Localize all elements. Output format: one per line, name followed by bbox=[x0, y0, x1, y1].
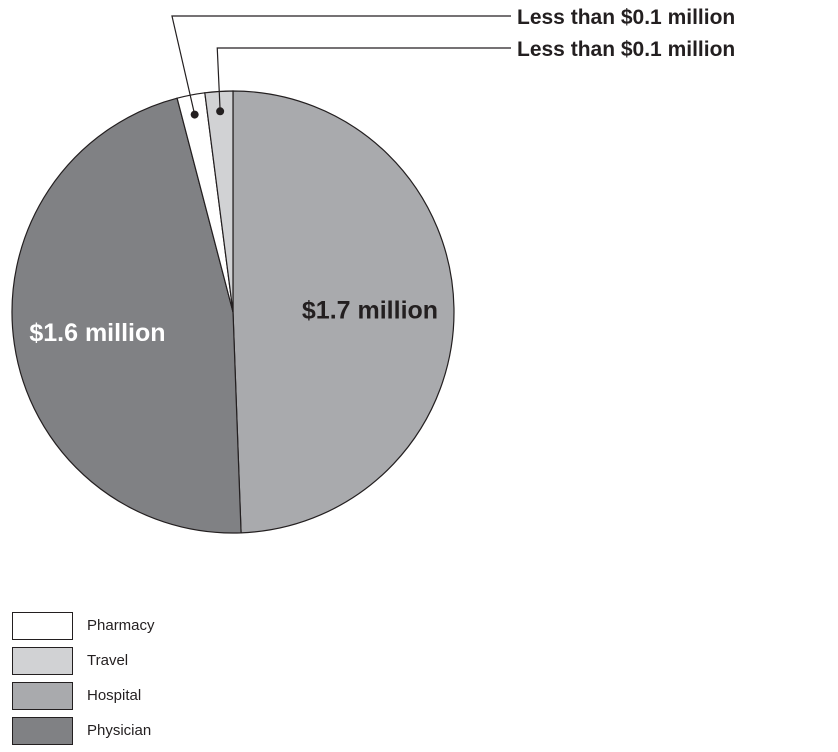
callout-line-pharmacy bbox=[171, 15, 511, 115]
legend-label-travel: Travel bbox=[87, 652, 129, 669]
pie-slice-hospital bbox=[232, 90, 455, 534]
slice-label-physician: $1.6 million bbox=[29, 319, 165, 347]
pie-slice-physician bbox=[11, 97, 242, 534]
slice-label-hospital: $1.7 million bbox=[302, 296, 438, 324]
callout-line-travel bbox=[216, 47, 511, 112]
pie-slices bbox=[11, 90, 455, 534]
callout-label-travel: Less than $0.1 million bbox=[517, 38, 735, 61]
legend-swatch-hospital bbox=[12, 682, 73, 710]
legend-label-hospital: Hospital bbox=[87, 687, 142, 704]
callout-dot-pharmacy bbox=[190, 110, 199, 119]
legend-swatch-travel bbox=[12, 647, 73, 675]
legend-label-physician: Physician bbox=[87, 722, 152, 739]
callout-label-pharmacy: Less than $0.1 million bbox=[517, 6, 735, 29]
pie-labels: $1.7 million $1.6 million Less than $0.1 m… bbox=[29, 6, 735, 347]
callout-dot-travel bbox=[216, 107, 225, 116]
legend-swatch-physician bbox=[12, 717, 73, 745]
legend-label-pharmacy: Pharmacy bbox=[87, 617, 155, 634]
legend-swatch-pharmacy bbox=[12, 612, 73, 640]
pie-callouts bbox=[171, 15, 511, 119]
